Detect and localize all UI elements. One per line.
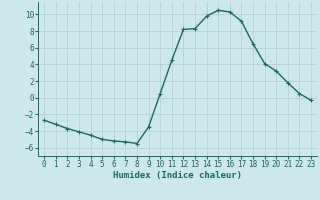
X-axis label: Humidex (Indice chaleur): Humidex (Indice chaleur) [113, 171, 242, 180]
